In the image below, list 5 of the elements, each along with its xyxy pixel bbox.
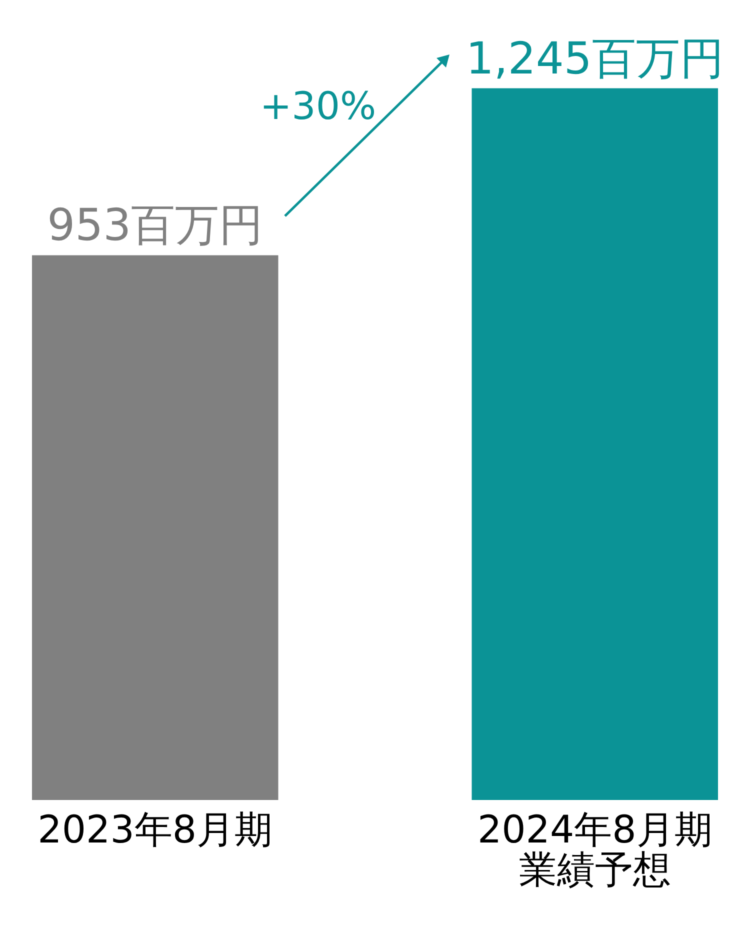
x-tick-label: 2024年8月期業績予想	[477, 808, 712, 892]
data-label: 1,245百万円	[466, 33, 724, 84]
data-label: 953百万円	[47, 200, 264, 252]
annotation: +30%	[260, 84, 376, 128]
x-tick-label: 2023年8月期	[38, 808, 273, 852]
